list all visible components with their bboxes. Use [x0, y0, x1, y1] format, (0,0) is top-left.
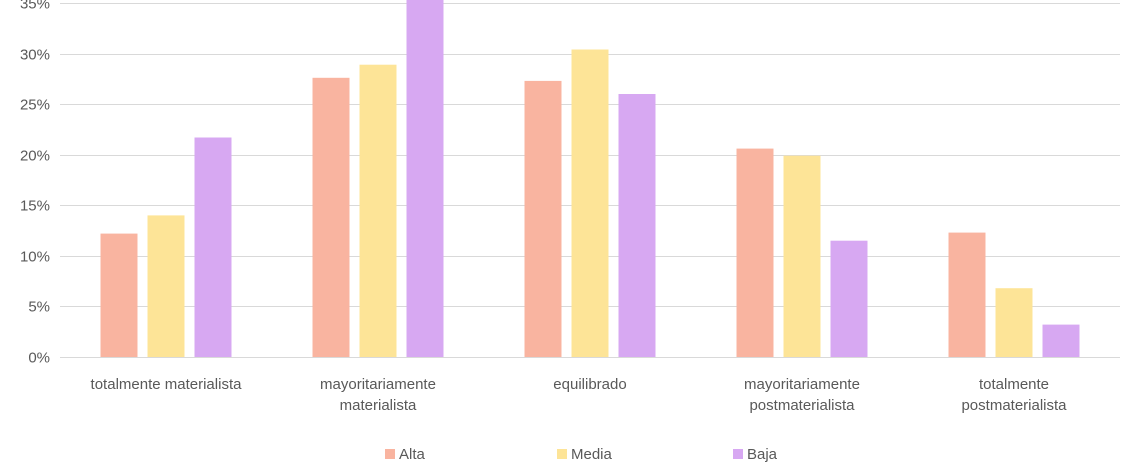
- x-category-label: totalmente materialista: [91, 376, 243, 393]
- bar-alta: [736, 148, 774, 357]
- y-tick-label: 15%: [20, 198, 50, 215]
- legend-label-alta: Alta: [399, 446, 426, 463]
- bars: [100, 0, 1080, 358]
- bar-alta: [524, 80, 562, 358]
- x-category-label: mayoritariamente: [320, 376, 436, 393]
- x-category-label: postmaterialista: [961, 397, 1067, 414]
- bar-baja: [194, 137, 232, 357]
- bar-media: [359, 64, 397, 357]
- x-category-label: mayoritariamente: [744, 376, 860, 393]
- legend-label-baja: Baja: [747, 446, 778, 463]
- bar-media: [995, 288, 1033, 357]
- x-category-label: postmaterialista: [749, 397, 855, 414]
- bar-alta: [312, 77, 350, 358]
- y-tick-label: 10%: [20, 249, 50, 266]
- legend-swatch-baja: [733, 449, 743, 459]
- y-tick-label: 5%: [28, 299, 50, 316]
- legend-swatch-alta: [385, 449, 395, 459]
- legend-swatch-media: [557, 449, 567, 459]
- legend: Alta Media Baja: [385, 446, 778, 463]
- bar-baja: [1042, 324, 1080, 357]
- bar-baja: [618, 94, 656, 357]
- x-category-label: totalmente: [979, 376, 1049, 393]
- bar-baja: [830, 240, 868, 357]
- y-tick-label: 25%: [20, 97, 50, 114]
- x-category-label: equilibrado: [553, 376, 626, 393]
- y-tick-label: 35%: [20, 0, 50, 13]
- bar-media: [147, 215, 185, 357]
- x-category-label: materialista: [340, 397, 417, 414]
- y-axis-tick-labels: 0% 5% 10% 15% 20% 25% 30% 35%: [20, 0, 50, 367]
- bar-alta: [100, 233, 138, 357]
- y-tick-label: 0%: [28, 350, 50, 367]
- bar-media: [571, 49, 609, 357]
- legend-label-media: Media: [571, 446, 613, 463]
- bar-baja: [406, 0, 444, 357]
- bar-media: [783, 155, 821, 357]
- bar-alta: [948, 232, 986, 357]
- y-tick-label: 30%: [20, 47, 50, 64]
- x-axis-category-labels: totalmente materialista mayoritariamente m…: [91, 376, 1068, 414]
- y-tick-label: 20%: [20, 148, 50, 165]
